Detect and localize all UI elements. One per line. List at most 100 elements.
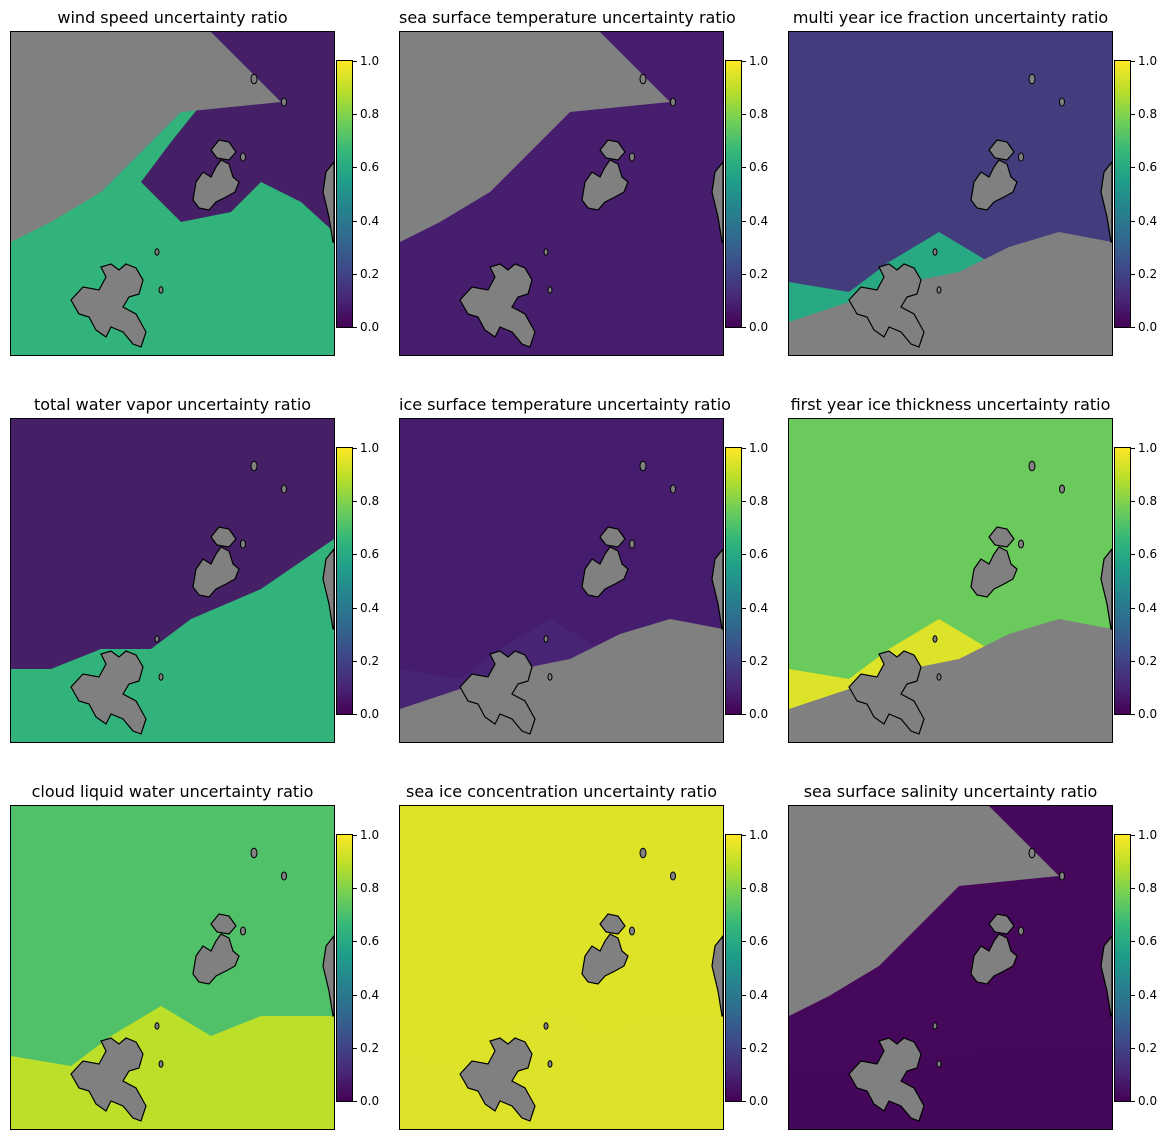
land-island <box>988 526 1015 548</box>
colorbar-tick <box>352 501 357 503</box>
land-islet <box>1028 73 1036 85</box>
colorbar-tick-label: 0.6 <box>360 547 380 562</box>
colorbar-tick <box>352 1101 357 1102</box>
colorbar-tick <box>352 554 357 556</box>
land-islet <box>932 1022 938 1030</box>
colorbar-tick <box>741 607 746 609</box>
masked-region <box>789 619 1112 742</box>
map-svg <box>789 806 1112 1129</box>
colorbar-tick <box>741 660 746 662</box>
colorbar-tick <box>1130 327 1135 328</box>
colorbar-tick-label: 0.4 <box>749 987 769 1002</box>
land-islet <box>1028 847 1036 859</box>
colorbar-tick-label: 1.0 <box>360 828 380 842</box>
land-island <box>581 159 629 211</box>
colorbar-tick-label: 0.6 <box>749 160 769 175</box>
colorbar-tick-label: 0.6 <box>360 934 380 949</box>
colorbar-tick <box>1130 835 1135 836</box>
colorbar-tick-label: 0.8 <box>1138 881 1158 896</box>
colorbar-tick <box>1130 167 1135 169</box>
land-island <box>599 913 626 935</box>
land-island <box>970 159 1018 211</box>
colorbar-tick-label: 0.0 <box>360 1094 380 1108</box>
colorbar-tick <box>1130 607 1135 609</box>
land-island <box>711 548 723 630</box>
land-island <box>581 546 629 598</box>
colorbar-tick-label: 0.0 <box>360 320 380 334</box>
colorbar-tick <box>741 554 746 556</box>
colorbar-tick <box>741 501 746 503</box>
land-islet <box>240 926 246 936</box>
land-islet <box>154 248 160 256</box>
land-islet <box>1059 484 1065 494</box>
panel-title: multi year ice fraction uncertainty rati… <box>792 8 1109 27</box>
land-island <box>210 139 237 161</box>
land-island <box>970 933 1018 985</box>
land-islet <box>250 847 258 859</box>
colorbar-tick <box>1130 714 1135 715</box>
masked-region <box>400 619 723 742</box>
map-sea-surface-temperature <box>399 31 724 356</box>
land-island <box>988 139 1015 161</box>
land-island <box>322 548 334 630</box>
colorbar-tick-label: 0.6 <box>360 160 380 175</box>
colorbar-tick-label: 0.0 <box>1138 707 1158 721</box>
land-islet <box>547 673 553 681</box>
land-islet <box>629 539 635 549</box>
colorbar-tick-label: 0.0 <box>749 1094 769 1108</box>
colorbar-tick-label: 0.8 <box>360 881 380 896</box>
colorbar-tick <box>352 1047 357 1049</box>
colorbar-tick-label: 1.0 <box>360 441 380 455</box>
panel-total-water-vapor: total water vapor uncertainty ratio 0.0 0… <box>10 387 390 747</box>
land-island <box>459 263 536 348</box>
land-islet <box>936 1060 942 1068</box>
land-island <box>1100 161 1112 243</box>
colorbar-tick-label: 0.0 <box>360 707 380 721</box>
land-island <box>711 161 723 243</box>
colorbar <box>1114 447 1131 715</box>
map-svg <box>11 806 334 1129</box>
colorbar-tick-label: 0.8 <box>360 107 380 122</box>
colorbar-tick <box>741 448 746 449</box>
land-islet <box>154 635 160 643</box>
map-wind-speed <box>10 31 335 356</box>
ice-region <box>400 806 723 1066</box>
colorbar-tick <box>352 220 357 222</box>
colorbar-tick <box>1130 660 1135 662</box>
land-islet <box>543 635 549 643</box>
colorbar <box>1114 834 1131 1102</box>
land-island <box>970 546 1018 598</box>
colorbar-tick-label: 0.6 <box>1138 934 1158 949</box>
ice-region <box>11 806 334 1066</box>
colorbar-tick <box>741 714 746 715</box>
colorbar-tick <box>741 994 746 996</box>
land-island <box>848 1037 925 1122</box>
colorbar-tick <box>352 607 357 609</box>
map-sea-surface-salinity <box>788 805 1113 1130</box>
panel-title: ice surface temperature uncertainty rati… <box>399 395 731 414</box>
land-island <box>70 650 147 735</box>
colorbar-tick-label: 0.4 <box>360 600 380 615</box>
colorbar-tick-label: 1.0 <box>749 54 769 68</box>
colorbar-tick <box>352 448 357 449</box>
panel-ice-surface-temperature: ice surface temperature uncertainty rati… <box>399 387 779 747</box>
colorbar-tick <box>741 61 746 62</box>
colorbar-tick-label: 1.0 <box>1138 828 1158 842</box>
map-svg <box>400 419 723 742</box>
map-sea-ice-concentration <box>399 805 724 1130</box>
colorbar-tick-label: 0.8 <box>1138 494 1158 509</box>
land-islet <box>281 484 287 494</box>
colorbar-tick <box>1130 1047 1135 1049</box>
land-islet <box>639 73 647 85</box>
colorbar-tick-label: 0.2 <box>1138 1040 1158 1055</box>
map-cloud-liquid-water <box>10 805 335 1130</box>
colorbar-tick <box>741 1047 746 1049</box>
colorbar-tick <box>352 114 357 116</box>
colorbar-tick-label: 0.2 <box>749 653 769 668</box>
colorbar-tick-label: 0.6 <box>749 934 769 949</box>
map-multi-year-ice-fraction <box>788 31 1113 356</box>
panel-title: sea surface salinity uncertainty ratio <box>803 782 1098 801</box>
colorbar-tick <box>352 835 357 836</box>
colorbar-tick-label: 0.2 <box>749 266 769 281</box>
colorbar-tick-label: 0.4 <box>1138 987 1158 1002</box>
